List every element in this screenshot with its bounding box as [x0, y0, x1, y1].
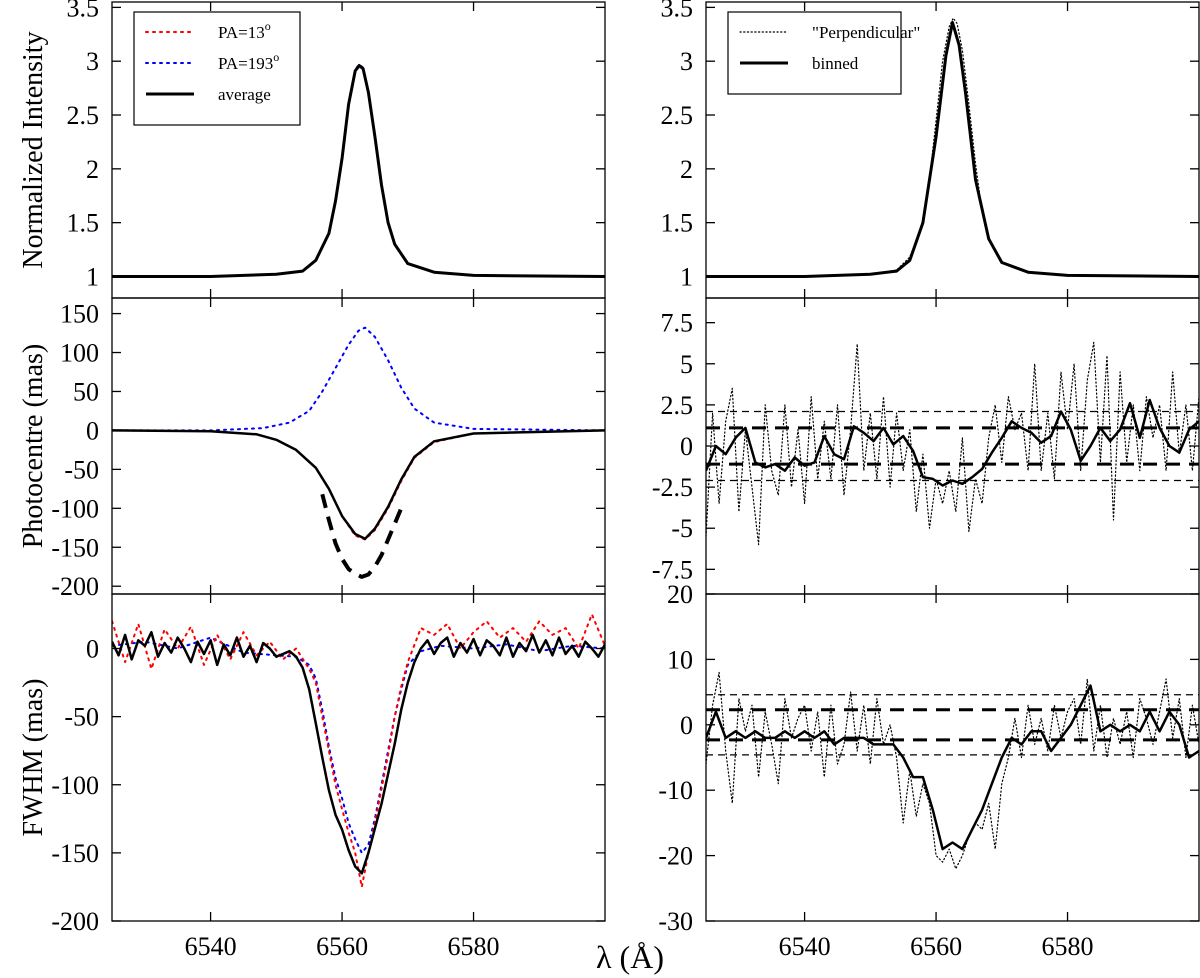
x-tick-label: 6580 — [448, 932, 500, 961]
y-tick-label: 3 — [680, 47, 693, 76]
legend-box — [133, 11, 301, 126]
series-average-line — [112, 429, 605, 540]
x-tick-label: 6560 — [910, 932, 962, 961]
x-axis-title: λ (Å) — [596, 939, 664, 975]
y-tick-label: 0 — [680, 711, 693, 740]
y-tick-label: -5 — [671, 514, 693, 543]
legend-label: average — [218, 85, 271, 104]
y-tick-label: -150 — [51, 839, 99, 868]
y-tick-label: 1.5 — [67, 209, 100, 238]
y-tick-label: 1 — [86, 262, 99, 291]
y-tick-label: 100 — [60, 339, 99, 368]
y-tick-label: 0 — [86, 635, 99, 664]
series-average-line — [112, 630, 605, 875]
y-tick-label: -100 — [51, 494, 99, 523]
panel-fwhm-left: 6540 6560 6580 -200 -150 -100 -50 0 FWHM (mas) — [18, 593, 606, 961]
y-tick-label: 3.5 — [67, 0, 100, 22]
series-pa-193-line — [112, 326, 605, 432]
y-tick-label: 2.5 — [67, 101, 100, 130]
legend-label: binned — [812, 54, 859, 73]
series-binned-line — [706, 21, 1199, 278]
y-tick-label: -50 — [64, 703, 99, 732]
legend-box — [727, 11, 902, 95]
x-tick-label: 6540 — [779, 932, 831, 961]
legend-label: PA=13o — [218, 19, 271, 42]
y-tick-label: 0 — [680, 432, 693, 461]
y-tick-label: 0 — [86, 416, 99, 445]
y-tick-label: -2.5 — [652, 473, 693, 502]
plot-area — [112, 326, 605, 579]
y-tick-label: 1.5 — [661, 209, 694, 238]
y-tick-label: 20 — [667, 580, 693, 609]
y-tick-label: -20 — [658, 842, 693, 871]
series-binned-line — [706, 684, 1199, 851]
y-axis-title: Normalized Intensity — [18, 31, 49, 268]
y-axis-title: FWHM (mas) — [18, 679, 49, 837]
legend-label: PA=193o — [218, 50, 279, 73]
y-tick-label: -50 — [64, 455, 99, 484]
y-axis-title: Photocentre (mas) — [18, 344, 49, 549]
series-perpendicular-line — [706, 341, 1199, 546]
plot-frame — [111, 297, 606, 595]
y-tick-label: -30 — [658, 907, 693, 936]
plot-area — [706, 341, 1199, 546]
plot-area — [112, 613, 605, 888]
series-pa-13-line — [112, 429, 605, 541]
y-tick-label: 2.5 — [661, 101, 694, 130]
y-tick-label: 10 — [667, 645, 693, 674]
y-tick-label: 2 — [680, 155, 693, 184]
y-tick-label: 150 — [60, 300, 99, 329]
panel-intensity-right: 1 1.5 2 2.5 3 3.5 "Perpendicular" binned — [661, 0, 1200, 299]
panel-photocentre-right: -7.5 -5 -2.5 0 2.5 5 7.5 — [652, 297, 1200, 595]
plot-area — [706, 17, 1199, 278]
x-tick-label: 6580 — [1042, 932, 1094, 961]
x-tick-label: 6560 — [316, 932, 368, 961]
panel-fwhm-right: 6540 6560 6580 -30 -20 -10 0 10 20 — [658, 580, 1200, 961]
y-tick-label: 3 — [86, 47, 99, 76]
series-average-line — [112, 64, 605, 278]
y-tick-label: -200 — [51, 907, 99, 936]
y-tick-label: -7.5 — [652, 555, 693, 584]
series-binned-line — [706, 398, 1199, 487]
legend-label: "Perpendicular" — [812, 23, 920, 42]
series-pa-193-line — [112, 636, 605, 854]
panel-photocentre-left: -200 -150 -100 -50 0 50 100 150 Photocentre (mas… — [18, 297, 606, 601]
plot-frame — [111, 593, 606, 922]
legend: PA=13o PA=193o average — [133, 11, 301, 126]
y-tick-label: 5 — [680, 350, 693, 379]
y-tick-label: -200 — [51, 572, 99, 601]
y-tick-label: 1 — [680, 262, 693, 291]
y-tick-label: -10 — [658, 776, 693, 805]
series-deconvolved-line — [320, 493, 404, 579]
x-tick-label: 6540 — [185, 932, 237, 961]
plot-area — [112, 63, 605, 278]
plot-frame — [705, 593, 1200, 922]
y-tick-label: 2 — [86, 155, 99, 184]
legend: "Perpendicular" binned — [727, 11, 920, 95]
y-tick-label: -100 — [51, 771, 99, 800]
series-perpendicular-line — [706, 671, 1199, 870]
y-tick-label: 3.5 — [661, 0, 694, 22]
y-tick-label: 2.5 — [661, 391, 694, 420]
y-tick-label: 50 — [73, 377, 99, 406]
y-tick-label: 7.5 — [661, 309, 694, 338]
y-tick-label: -150 — [51, 533, 99, 562]
plot-area — [706, 671, 1199, 870]
